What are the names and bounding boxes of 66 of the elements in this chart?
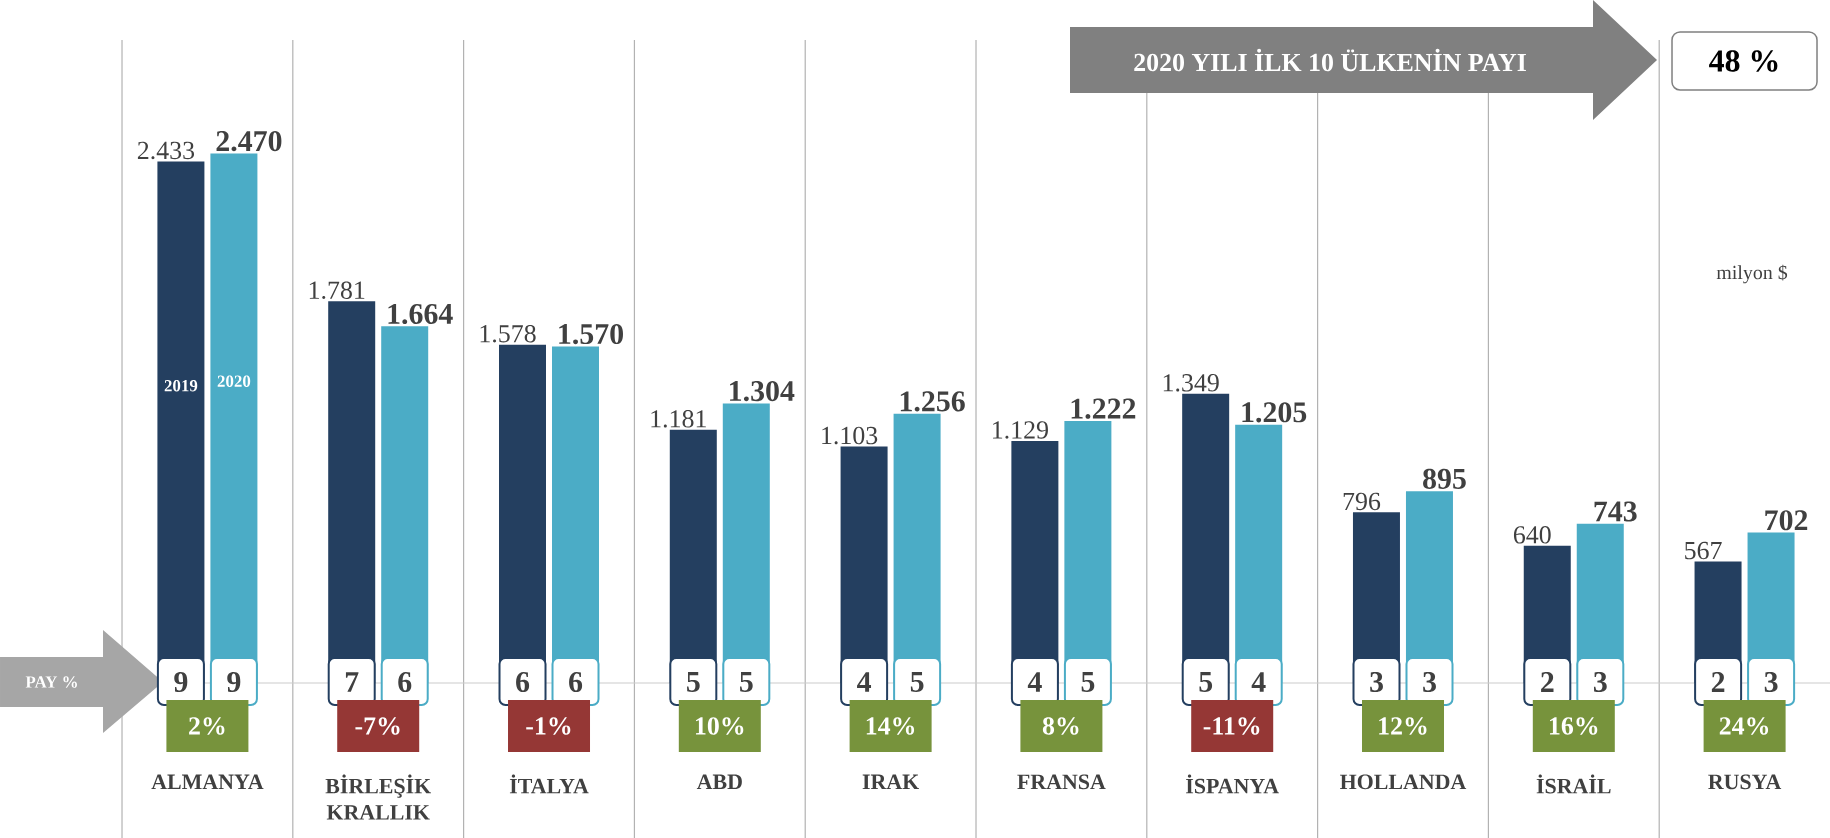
annotation: 4 [1027, 672, 1042, 692]
annotation: 2 [1541, 672, 1554, 692]
x-tick-label: BİRLEŞİK KRALLIK [325, 774, 432, 820]
annotation: 5 [740, 672, 753, 692]
annotation: 6 [516, 671, 530, 693]
annotation: 5 [910, 672, 924, 692]
text: 12% [1379, 717, 1427, 735]
x-tick-label: IRAK [862, 774, 920, 789]
annotation: 5 [687, 672, 700, 692]
text: 16% [1549, 717, 1598, 735]
x-tick-label: İSRAİL [1536, 774, 1611, 794]
data-label: 1.103 [822, 426, 878, 445]
data-label: 796 [1343, 492, 1381, 511]
annotation: 9 [227, 671, 241, 693]
data-label: 567 [1685, 541, 1722, 560]
data-label: 895 [1423, 468, 1466, 489]
text: 24% [1719, 717, 1769, 735]
x-tick-label: İSPANYA [1186, 774, 1279, 794]
x-tick-label: HOLLANDA [1340, 774, 1467, 790]
text: 48 % [1709, 50, 1778, 72]
annotation: milyon $ [1716, 264, 1788, 284]
data-label: 1.129 [993, 421, 1048, 439]
text: -7% [355, 717, 400, 735]
text: -11% [1203, 717, 1260, 735]
annotation: 4 [1251, 672, 1266, 692]
data-label: 640 [1513, 526, 1551, 544]
data-label: 1.304 [730, 380, 795, 402]
x-tick-label: ALMANYA [151, 774, 264, 789]
annotation: 6 [569, 671, 583, 693]
annotation: 3 [1764, 671, 1778, 693]
annotation: 7 [345, 672, 359, 692]
annotation: 3 [1370, 671, 1383, 693]
data-label: 743 [1594, 501, 1637, 522]
annotation: 5 [1199, 672, 1213, 692]
data-label: 1.664 [388, 303, 453, 325]
data-label: 1.256 [900, 391, 965, 412]
data-label: 1.222 [1071, 398, 1136, 419]
annotation: 6 [398, 671, 412, 693]
annotation: 3 [1423, 671, 1436, 693]
x-tick-label: ABD [696, 774, 742, 790]
data-label: 2.470 [216, 131, 282, 152]
text: 2% [189, 717, 225, 735]
data-label: 702 [1765, 510, 1808, 531]
x-tick-label: İTALYA [509, 774, 589, 794]
x-tick-label: FRANSA [1017, 774, 1106, 790]
data-label: 1.781 [309, 281, 365, 300]
data-label: 1.570 [559, 323, 623, 345]
text: -1% [526, 717, 571, 735]
data-label: 1.181 [651, 410, 706, 428]
annotation: 9 [174, 671, 188, 693]
x-tick-label: RUSYA [1708, 774, 1782, 790]
text: 8% [1042, 717, 1079, 735]
data-label: 1.578 [480, 324, 536, 343]
series-label: 2019 [164, 380, 198, 392]
annotation: 3 [1593, 671, 1607, 693]
text: 2020 YILI İLK 10 ÜLKENİN PAYI [1134, 48, 1526, 72]
text: 14% [866, 717, 915, 735]
text: PAY % [25, 676, 77, 688]
series-label: 2020 [217, 375, 251, 387]
data-label: 1.205 [1242, 402, 1307, 423]
data-label: 2.433 [137, 141, 195, 160]
text: 10% [695, 717, 744, 735]
annotation: 2 [1711, 672, 1725, 692]
annotation: 5 [1081, 672, 1095, 692]
data-label: 1.349 [1163, 374, 1219, 392]
annotation: 4 [857, 672, 872, 692]
